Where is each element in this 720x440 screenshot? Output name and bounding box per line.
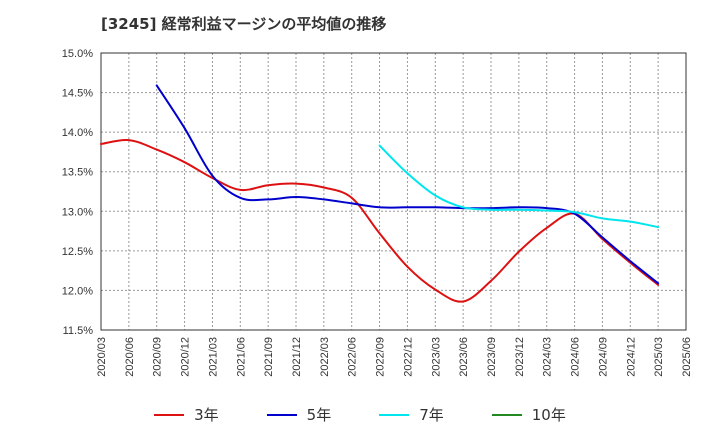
axes: 2020/03 2020/06 2020/09 2020/12 2021/03 2021/…	[62, 48, 693, 377]
plot-frame	[100, 52, 687, 331]
legend: 3年 5年 7年 10年	[0, 404, 720, 425]
x-tick-label: 2022/06	[347, 337, 359, 377]
x-tick-label: 2022/09	[375, 337, 387, 377]
series-line-5年	[155, 84, 660, 285]
x-tick-label: 2023/09	[486, 337, 498, 377]
y-tick-label: 13.5%	[62, 167, 93, 179]
y-tick-label: 14.0%	[62, 127, 93, 139]
legend-swatch	[266, 413, 297, 416]
legend-item: 10年	[491, 404, 566, 425]
chart-title: [3245] 経常利益マージンの平均値の推移	[101, 15, 387, 33]
x-tick-label: 2020/03	[96, 337, 108, 377]
x-tick-label: 2022/03	[319, 337, 331, 377]
y-tick-label: 12.5%	[62, 246, 93, 258]
x-tick-label: 2023/12	[514, 337, 526, 377]
x-tick-label: 2020/09	[152, 337, 164, 377]
x-tick-label: 2024/09	[597, 337, 609, 377]
x-tick-label: 2025/06	[681, 337, 693, 377]
y-tick-label: 12.0%	[62, 285, 93, 297]
x-tick-label: 2023/06	[458, 337, 470, 377]
legend-label: 5年	[306, 406, 332, 424]
legend-label: 3年	[194, 406, 219, 424]
x-tick-label: 2023/03	[430, 337, 442, 377]
x-tick-label: 2021/06	[235, 337, 247, 377]
legend-label: 7年	[419, 406, 444, 424]
x-tick-label: 2024/12	[625, 337, 637, 377]
x-tick-label: 2021/12	[291, 337, 303, 377]
x-tick-label: 2024/03	[542, 337, 554, 377]
x-tick-label: 2020/12	[180, 337, 192, 377]
legend-swatch	[154, 413, 185, 416]
y-tick-label: 15.0%	[62, 48, 93, 60]
x-tick-label: 2021/03	[207, 337, 219, 377]
legend-swatch	[491, 413, 522, 416]
legend-item: 7年	[379, 404, 444, 425]
x-tick-label: 2025/03	[653, 337, 665, 377]
grid-lines	[101, 53, 686, 330]
y-tick-label: 13.0%	[62, 206, 93, 218]
y-tick-label: 14.5%	[62, 88, 93, 100]
x-tick-label: 2020/06	[124, 337, 136, 377]
legend-item: 5年	[266, 404, 332, 425]
legend-item: 3年	[154, 404, 219, 425]
x-tick-label: 2022/12	[402, 337, 414, 377]
y-tick-label: 11.5%	[63, 325, 94, 337]
series-lines	[100, 84, 660, 303]
x-tick-label: 2024/06	[570, 337, 582, 377]
legend-label: 10年	[531, 406, 566, 424]
series-line-7年	[378, 144, 660, 229]
series-line-3年	[100, 138, 660, 303]
legend-swatch	[379, 413, 410, 416]
x-tick-label: 2021/09	[263, 337, 275, 377]
